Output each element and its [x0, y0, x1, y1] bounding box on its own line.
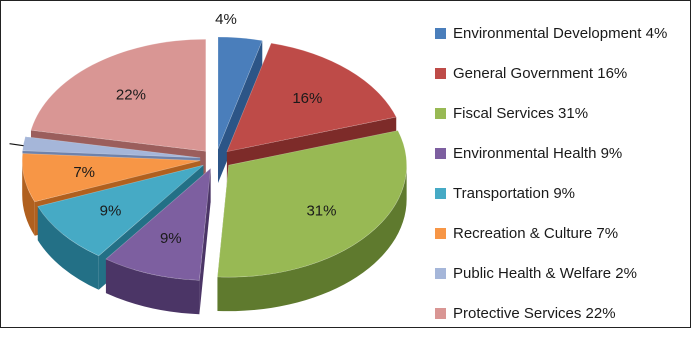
- pie-slice-fiscal-services: [217, 130, 407, 312]
- legend-label: Protective Services 22%: [453, 304, 616, 322]
- data-label-leader: [9, 143, 24, 147]
- pie-slice-top: [217, 36, 263, 150]
- pie-slice-top: [21, 153, 201, 203]
- pie-slice-side: [22, 160, 35, 236]
- data-label-fiscal-services: 31%: [306, 202, 336, 219]
- pie-slice-top: [37, 164, 204, 257]
- legend-swatch: [435, 227, 446, 239]
- pie-slice-top: [22, 136, 201, 159]
- legend-swatch: [435, 187, 446, 199]
- pie-slice-top: [226, 42, 397, 153]
- legend-swatch: [435, 307, 446, 319]
- legend-label: Environmental Development 4%: [453, 24, 668, 42]
- data-label-transportation: 9%: [100, 202, 122, 219]
- legend-label: Recreation & Culture 7%: [453, 224, 619, 242]
- legend-label: Environmental Health 9%: [453, 144, 623, 162]
- legend-item-transportation: Transportation 9%: [435, 183, 687, 203]
- pie-slice-cut-face: [199, 168, 211, 315]
- legend-item-environmental-development: Environmental Development 4%: [435, 23, 687, 43]
- pie-slice-top: [217, 130, 407, 278]
- legend-label: Fiscal Services 31%: [453, 104, 589, 122]
- pie-slice-side: [105, 259, 200, 315]
- data-label-environmental-health: 9%: [160, 230, 182, 247]
- legend-item-environmental-health: Environmental Health 9%: [435, 143, 687, 163]
- pie-slice-environmental-health: [105, 167, 211, 315]
- legend-label: Transportation 9%: [453, 184, 576, 202]
- data-label-environmental-development: 4%: [215, 11, 237, 28]
- legend-swatch: [435, 27, 446, 39]
- pie-slice-side: [37, 206, 99, 290]
- pie-slice-side: [217, 165, 407, 312]
- data-label-general-government: 16%: [292, 90, 322, 107]
- pie-chart: 4%16%31%9%9%7%2%22%: [9, 11, 407, 315]
- legend-item-public-health-welfare: Public Health & Welfare 2%: [435, 263, 687, 283]
- legend-swatch: [435, 147, 446, 159]
- legend-label: Public Health & Welfare 2%: [453, 264, 637, 282]
- legend-item-recreation-culture: Recreation & Culture 7%: [435, 223, 687, 243]
- legend-swatch: [435, 267, 446, 279]
- chart-frame: 4%16%31%9%9%7%2%22% Environmental Develo…: [0, 0, 691, 328]
- data-label-recreation-culture: 7%: [73, 164, 95, 181]
- legend-label: General Government 16%: [453, 64, 628, 82]
- pie-slice-top: [30, 38, 207, 152]
- legend-item-protective-services: Protective Services 22%: [435, 303, 687, 323]
- legend-swatch: [435, 67, 446, 79]
- chart-legend: Environmental Development 4% General Gov…: [435, 23, 687, 343]
- data-label-protective-services: 22%: [116, 86, 146, 103]
- pie-slice-top: [105, 167, 211, 281]
- legend-item-fiscal-services: Fiscal Services 31%: [435, 103, 687, 123]
- legend-swatch: [435, 107, 446, 119]
- legend-item-general-government: General Government 16%: [435, 63, 687, 83]
